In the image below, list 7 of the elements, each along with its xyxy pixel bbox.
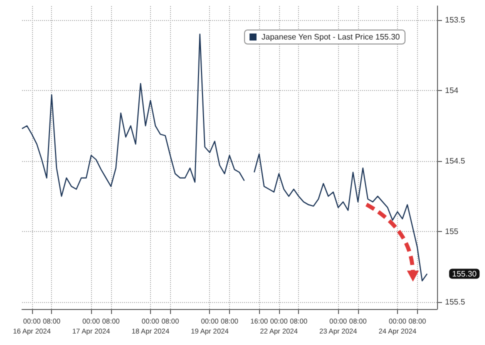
y-tick-label: 154 (445, 86, 459, 96)
text: 155.30 (452, 269, 478, 278)
y-tick-label: 154.5 (445, 156, 466, 166)
legend-label: Japanese Yen Spot - Last Price 155.30 (262, 32, 400, 42)
y-tick-label: 153.5 (445, 16, 466, 25)
y-tick-label: 155.5 (445, 297, 466, 306)
y-tick-label: 155 (445, 226, 459, 236)
